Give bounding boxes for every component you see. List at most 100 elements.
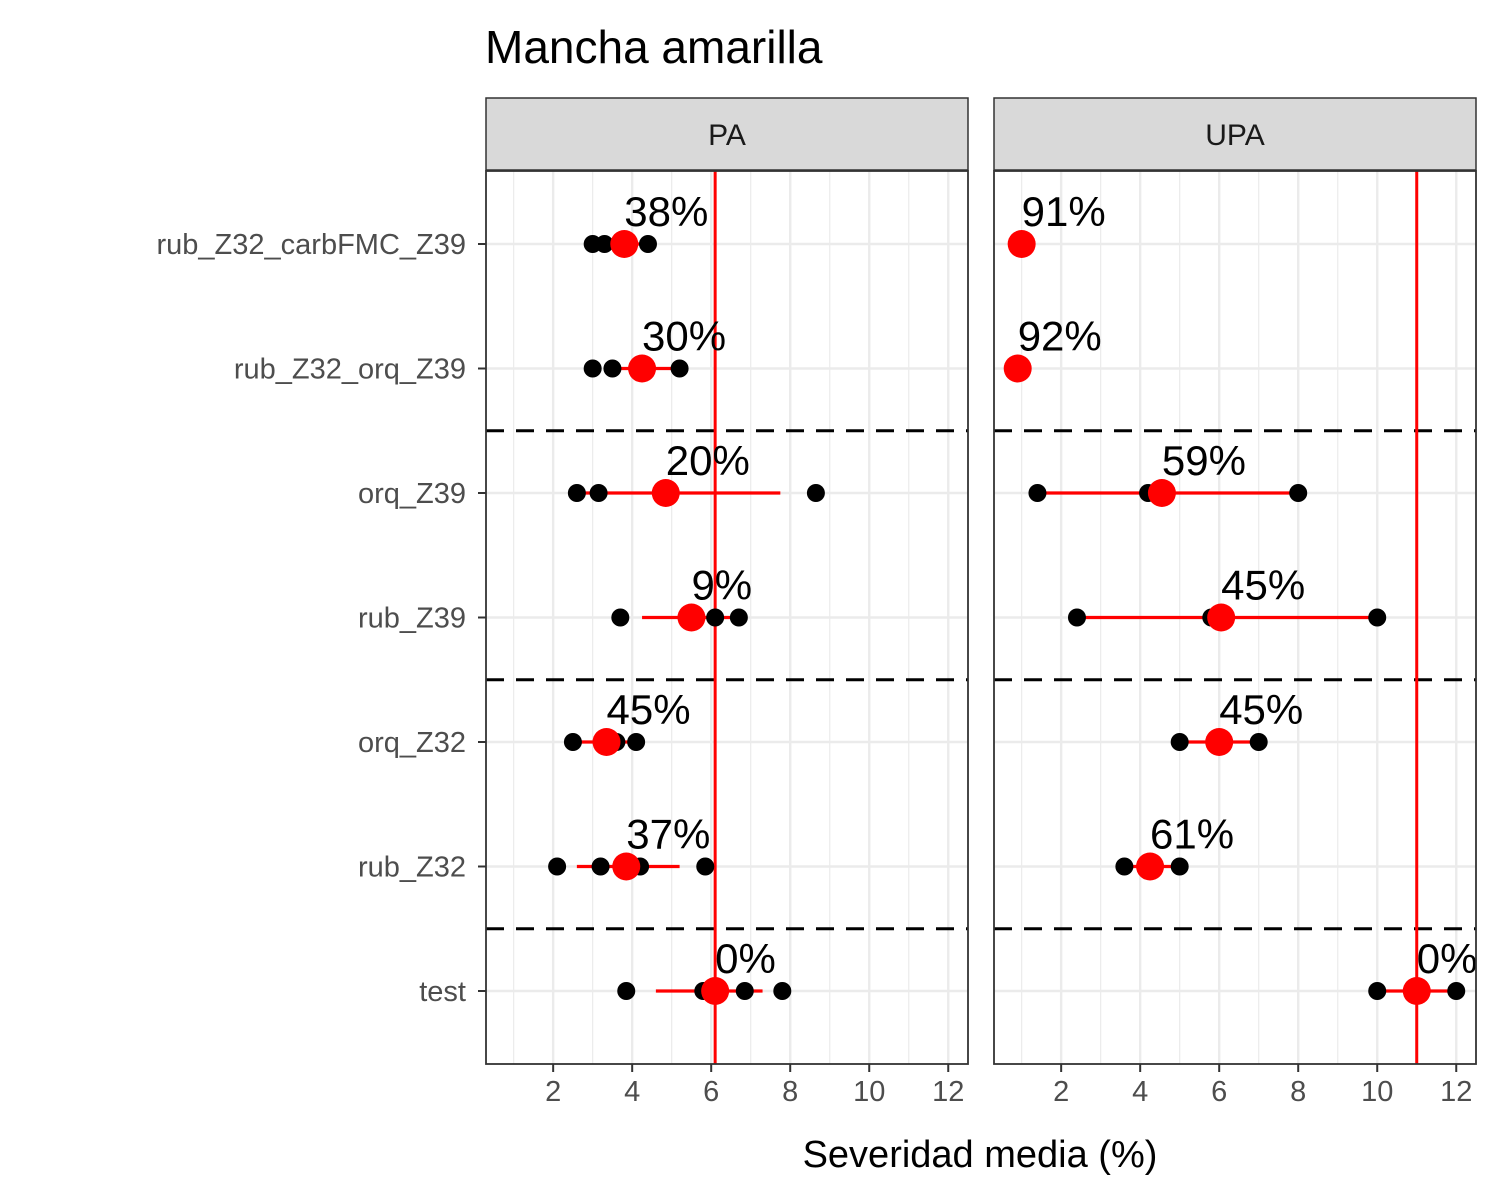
percent-label: 91%: [1022, 188, 1106, 235]
observation-point: [595, 235, 614, 253]
observation-point: [1170, 733, 1189, 751]
mean-point: [651, 479, 680, 507]
x-tick-label: 12: [1440, 1076, 1472, 1108]
observation-point: [563, 733, 582, 751]
y-axis-labels: rub_Z32_carbFMC_Z39 rub_Z32_orq_Z39 orq_Z3…: [157, 229, 486, 1008]
y-tick-label: test: [419, 976, 466, 1008]
observation-point: [1170, 857, 1189, 876]
observation-point: [548, 857, 567, 876]
observation-point: [627, 733, 646, 751]
panel-pa: PA 2 4 6 8 10 12 38% 30% 20% 9% 45% 37% 0%: [485, 97, 969, 1108]
observation-point: [1067, 608, 1086, 627]
y-tick-label: orq_Z32: [358, 727, 466, 759]
percent-label: 38%: [624, 188, 708, 235]
observation-point: [1368, 982, 1387, 1000]
percent-label: 61%: [1150, 811, 1234, 858]
mean-point: [1003, 354, 1032, 383]
mean-point: [628, 354, 657, 383]
observation-point: [1447, 982, 1466, 1000]
x-tick-label: 6: [1211, 1076, 1227, 1108]
observation-point: [583, 359, 602, 378]
panel-strip: [485, 97, 969, 171]
observation-point: [773, 982, 792, 1000]
x-tick-label: 4: [624, 1076, 640, 1108]
data-row: 38%: [583, 188, 708, 258]
percent-label: 30%: [642, 313, 726, 360]
observation-point: [591, 857, 610, 876]
mean-point: [1136, 852, 1165, 881]
observation-point: [729, 608, 748, 627]
observation-point: [706, 608, 725, 627]
mean-point: [612, 852, 641, 881]
x-tick-label: 12: [932, 1076, 964, 1108]
percent-label: 59%: [1162, 437, 1246, 484]
observation-point: [1368, 608, 1387, 627]
percent-label: 20%: [666, 437, 750, 484]
x-tick-label: 2: [1053, 1076, 1069, 1108]
percent-label: 37%: [626, 811, 710, 858]
mean-point: [677, 603, 706, 632]
chart-panels: PA 2 4 6 8 10 12 38% 30% 20% 9% 45% 37% 0% UPA 2 4 6 8 10 12…: [485, 97, 1477, 1108]
percent-label: 9%: [691, 562, 752, 609]
observation-point: [1289, 484, 1308, 502]
observation-point: [567, 484, 586, 502]
observation-point: [806, 484, 825, 502]
x-tick-label: 8: [782, 1076, 798, 1108]
mean-point: [1207, 603, 1236, 632]
mean-point: [1007, 230, 1036, 258]
x-tick-label: 4: [1132, 1076, 1148, 1108]
data-row: 0%: [1368, 935, 1477, 1005]
observation-point: [670, 359, 689, 378]
y-tick-label: rub_Z32: [358, 852, 466, 884]
data-row: 45%: [1170, 686, 1303, 756]
mean-point: [701, 977, 730, 1005]
observation-point: [589, 484, 608, 502]
observation-point: [1028, 484, 1047, 502]
percent-label: 92%: [1018, 313, 1102, 360]
panel-strip: [993, 97, 1477, 171]
data-row: 20%: [567, 437, 825, 507]
y-tick-label: rub_Z32_orq_Z39: [234, 354, 466, 386]
x-tick-label: 2: [545, 1076, 561, 1108]
observation-point: [617, 982, 636, 1000]
observation-point: [1115, 857, 1134, 876]
x-tick-label: 10: [853, 1076, 885, 1108]
data-row: 59%: [1028, 437, 1308, 507]
percent-label: 45%: [607, 686, 691, 733]
chart-title: Mancha amarilla: [485, 21, 823, 73]
observation-point: [735, 982, 754, 1000]
x-tick-label: 6: [703, 1076, 719, 1108]
data-row: 0%: [617, 935, 792, 1005]
data-row: 45%: [1067, 562, 1387, 632]
observation-point: [611, 608, 630, 627]
panel-strip-label: UPA: [1205, 119, 1264, 152]
percent-label: 0%: [715, 935, 776, 982]
data-row: 91%: [1007, 188, 1106, 258]
data-row: 61%: [1115, 811, 1234, 881]
data-row: 45%: [563, 686, 691, 756]
y-tick-label: orq_Z39: [358, 478, 466, 510]
x-tick-label: 8: [1290, 1076, 1306, 1108]
panel-upa: UPA 2 4 6 8 10 12 91% 92% 59% 45% 45% 61% 0%: [993, 97, 1477, 1108]
mean-point: [610, 230, 639, 258]
percent-label: 45%: [1221, 562, 1305, 609]
panel-border: [993, 170, 1477, 1065]
x-axis-title: Severidad media (%): [803, 1134, 1158, 1176]
data-row: 92%: [1003, 313, 1102, 383]
observation-point: [638, 235, 657, 253]
mean-point: [1147, 479, 1176, 507]
data-row: 9%: [611, 562, 752, 632]
percent-label: 45%: [1219, 686, 1303, 733]
mean-point: [1402, 977, 1431, 1005]
data-row: 37%: [548, 811, 715, 881]
y-tick-label: rub_Z32_carbFMC_Z39: [157, 229, 466, 261]
percent-label: 0%: [1417, 935, 1478, 982]
observation-point: [603, 359, 622, 378]
y-tick-label: rub_Z39: [358, 603, 466, 635]
mean-point: [592, 728, 621, 756]
observation-point: [696, 857, 715, 876]
x-tick-label: 10: [1361, 1076, 1393, 1108]
data-row: 30%: [583, 313, 726, 383]
panel-strip-label: PA: [708, 119, 746, 152]
